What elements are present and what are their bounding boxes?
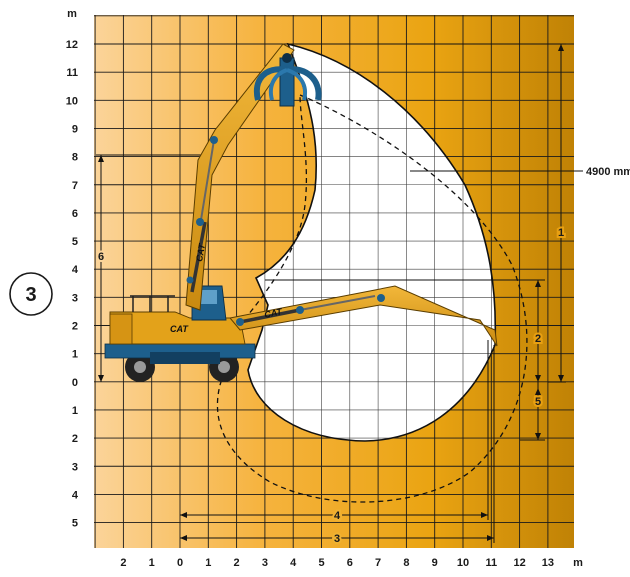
x-axis-unit: m <box>573 557 583 569</box>
y-tick-label: 1 <box>72 349 78 361</box>
x-axis-ticks: 2 1 0 1 2 3 4 5 6 7 8 9 10 11 12 13 <box>120 557 554 569</box>
x-tick-label: 6 <box>347 557 353 569</box>
x-tick-label: 11 <box>485 557 497 569</box>
dimension-label-6: 6 <box>98 251 104 263</box>
y-tick-label: 11 <box>66 67 78 79</box>
x-tick-label: 12 <box>513 557 525 569</box>
boom-brand-logo: CAT <box>194 242 207 263</box>
x-tick-label: 2 <box>120 557 126 569</box>
x-tick-label: 10 <box>457 557 469 569</box>
x-tick-label: 4 <box>290 557 297 569</box>
y-tick-label: 3 <box>72 461 78 473</box>
dimension-label-2: 2 <box>535 333 541 345</box>
x-tick-label: 13 <box>542 557 554 569</box>
stick-length-note: 4900 mm <box>586 166 630 178</box>
y-tick-label: 9 <box>72 123 78 135</box>
x-tick-label: 5 <box>318 557 324 569</box>
material-handler-machine: CAT CAT CAT <box>104 43 498 382</box>
dimension-label-4: 4 <box>334 510 341 522</box>
y-tick-label: 4 <box>72 264 79 276</box>
dimension-label-5: 5 <box>535 396 541 408</box>
grapple-attachment <box>253 53 322 107</box>
dimension-lines <box>96 43 583 543</box>
y-tick-label: 6 <box>72 208 78 220</box>
x-tick-label: 9 <box>432 557 438 569</box>
y-tick-label: 10 <box>66 95 78 107</box>
y-tick-label: 5 <box>72 236 78 248</box>
y-tick-label: 3 <box>72 292 78 304</box>
x-tick-label: 0 <box>177 557 183 569</box>
stick-brand-logo: CAT <box>263 306 284 320</box>
y-tick-label: 2 <box>72 433 78 445</box>
y-tick-label: 0 <box>72 377 78 389</box>
x-tick-label: 1 <box>205 557 211 569</box>
dimension-label-1: 1 <box>558 227 564 239</box>
x-tick-label: 3 <box>262 557 268 569</box>
x-tick-label: 2 <box>234 557 240 569</box>
working-envelope <box>248 44 496 441</box>
x-tick-label: 8 <box>403 557 409 569</box>
x-tick-label: 1 <box>149 557 155 569</box>
y-tick-label: 5 <box>72 518 78 530</box>
y-tick-label: 2 <box>72 321 78 333</box>
x-tick-label: 7 <box>375 557 381 569</box>
y-tick-label: 1 <box>72 405 78 417</box>
dimension-arrows <box>98 44 564 541</box>
y-tick-label: 12 <box>66 39 78 51</box>
figure-badge-circle <box>9 272 53 316</box>
dimension-label-3: 3 <box>334 533 340 545</box>
max-reach-dashed-envelope <box>216 94 528 503</box>
figure-badge-number: 3 <box>25 284 36 306</box>
y-tick-label: 8 <box>72 152 78 164</box>
y-tick-label: 4 <box>72 489 79 501</box>
y-axis-unit: m <box>67 8 77 20</box>
working-envelope-outline <box>247 42 497 442</box>
brand-logo: CAT <box>170 324 189 334</box>
y-tick-label: 7 <box>72 180 78 192</box>
